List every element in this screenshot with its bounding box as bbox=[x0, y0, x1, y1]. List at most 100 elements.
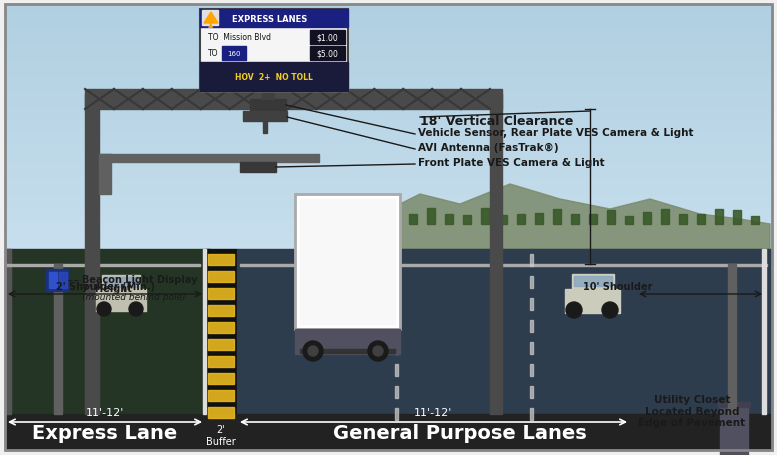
Bar bbox=[5, 202, 772, 203]
Bar bbox=[208, 254, 234, 265]
Bar bbox=[5, 127, 772, 128]
Bar bbox=[5, 161, 772, 162]
Bar bbox=[5, 217, 772, 218]
Bar bbox=[661, 207, 669, 224]
Bar bbox=[5, 243, 772, 244]
Text: $5.00: $5.00 bbox=[316, 50, 338, 58]
Bar bbox=[5, 123, 772, 124]
Bar bbox=[5, 124, 772, 125]
Bar bbox=[5, 55, 772, 56]
Bar bbox=[5, 106, 772, 107]
Bar bbox=[5, 51, 772, 52]
Bar bbox=[5, 213, 772, 214]
Bar bbox=[5, 198, 772, 200]
Bar bbox=[5, 267, 772, 268]
Bar bbox=[535, 211, 543, 224]
Bar bbox=[5, 10, 772, 11]
Bar bbox=[5, 249, 210, 414]
Bar bbox=[5, 86, 772, 87]
Bar bbox=[5, 222, 772, 223]
Bar bbox=[5, 84, 772, 85]
Text: TO: TO bbox=[208, 50, 218, 58]
Bar bbox=[5, 175, 772, 176]
Bar bbox=[310, 47, 345, 61]
Bar bbox=[237, 249, 772, 414]
Text: Beacon Light Display: Beacon Light Display bbox=[82, 274, 197, 284]
Bar bbox=[5, 229, 772, 231]
Bar bbox=[5, 264, 200, 267]
Bar bbox=[5, 147, 772, 148]
Text: Express Lane: Express Lane bbox=[33, 424, 178, 443]
Bar bbox=[208, 339, 234, 350]
Text: (mounted behind pole): (mounted behind pole) bbox=[82, 293, 186, 301]
Bar bbox=[5, 176, 772, 177]
Bar bbox=[5, 203, 772, 205]
Bar bbox=[5, 117, 772, 118]
Bar bbox=[5, 18, 772, 19]
Bar bbox=[310, 31, 345, 45]
Bar bbox=[5, 82, 772, 83]
Bar bbox=[5, 250, 772, 252]
Bar bbox=[5, 221, 772, 222]
Bar bbox=[5, 253, 772, 254]
Bar bbox=[5, 118, 772, 119]
Bar bbox=[409, 210, 417, 224]
Bar bbox=[5, 42, 772, 43]
Bar bbox=[5, 170, 772, 171]
Bar bbox=[5, 171, 772, 172]
Bar bbox=[530, 342, 533, 354]
Bar bbox=[395, 254, 398, 267]
Bar bbox=[59, 273, 67, 288]
Bar bbox=[208, 373, 234, 384]
Bar bbox=[5, 260, 772, 262]
Bar bbox=[5, 66, 772, 67]
Bar bbox=[5, 101, 772, 102]
Bar bbox=[5, 232, 772, 233]
Bar bbox=[5, 24, 772, 25]
Bar bbox=[5, 34, 772, 35]
Bar bbox=[5, 231, 772, 232]
Bar bbox=[5, 7, 772, 8]
Bar bbox=[5, 33, 772, 34]
Bar bbox=[565, 289, 620, 313]
Bar bbox=[5, 193, 772, 195]
Bar bbox=[5, 146, 772, 147]
Bar bbox=[5, 185, 772, 186]
Bar bbox=[96, 289, 146, 311]
Bar bbox=[5, 179, 772, 180]
Text: HOV  2+  NO TOLL: HOV 2+ NO TOLL bbox=[235, 73, 313, 82]
Bar bbox=[5, 61, 772, 62]
Bar bbox=[5, 17, 772, 18]
Bar bbox=[5, 184, 772, 185]
Bar bbox=[85, 90, 502, 110]
Bar bbox=[5, 219, 772, 221]
Text: $1.00: $1.00 bbox=[316, 33, 338, 42]
Bar bbox=[5, 254, 772, 255]
Bar bbox=[5, 249, 11, 414]
Bar bbox=[5, 122, 772, 123]
Bar bbox=[250, 100, 286, 112]
Bar bbox=[5, 233, 772, 234]
Bar bbox=[5, 87, 772, 88]
Text: Vehicle Sensor, Rear Plate VES Camera & Light: Vehicle Sensor, Rear Plate VES Camera & … bbox=[418, 128, 694, 138]
Bar bbox=[5, 65, 772, 66]
Bar bbox=[5, 234, 772, 236]
Bar bbox=[5, 47, 772, 48]
Bar bbox=[589, 217, 597, 224]
Bar bbox=[5, 128, 772, 129]
Bar bbox=[762, 249, 766, 414]
Bar bbox=[200, 10, 348, 92]
Bar bbox=[5, 73, 772, 74]
Bar bbox=[5, 166, 772, 167]
Bar bbox=[85, 95, 99, 414]
Bar bbox=[5, 50, 772, 51]
Bar bbox=[5, 249, 772, 250]
Bar bbox=[5, 238, 772, 239]
Bar bbox=[5, 77, 772, 78]
Bar bbox=[490, 95, 502, 414]
Bar bbox=[208, 305, 234, 316]
Bar bbox=[5, 247, 772, 248]
Bar bbox=[5, 81, 772, 82]
Bar bbox=[5, 23, 772, 24]
Bar bbox=[5, 26, 772, 27]
